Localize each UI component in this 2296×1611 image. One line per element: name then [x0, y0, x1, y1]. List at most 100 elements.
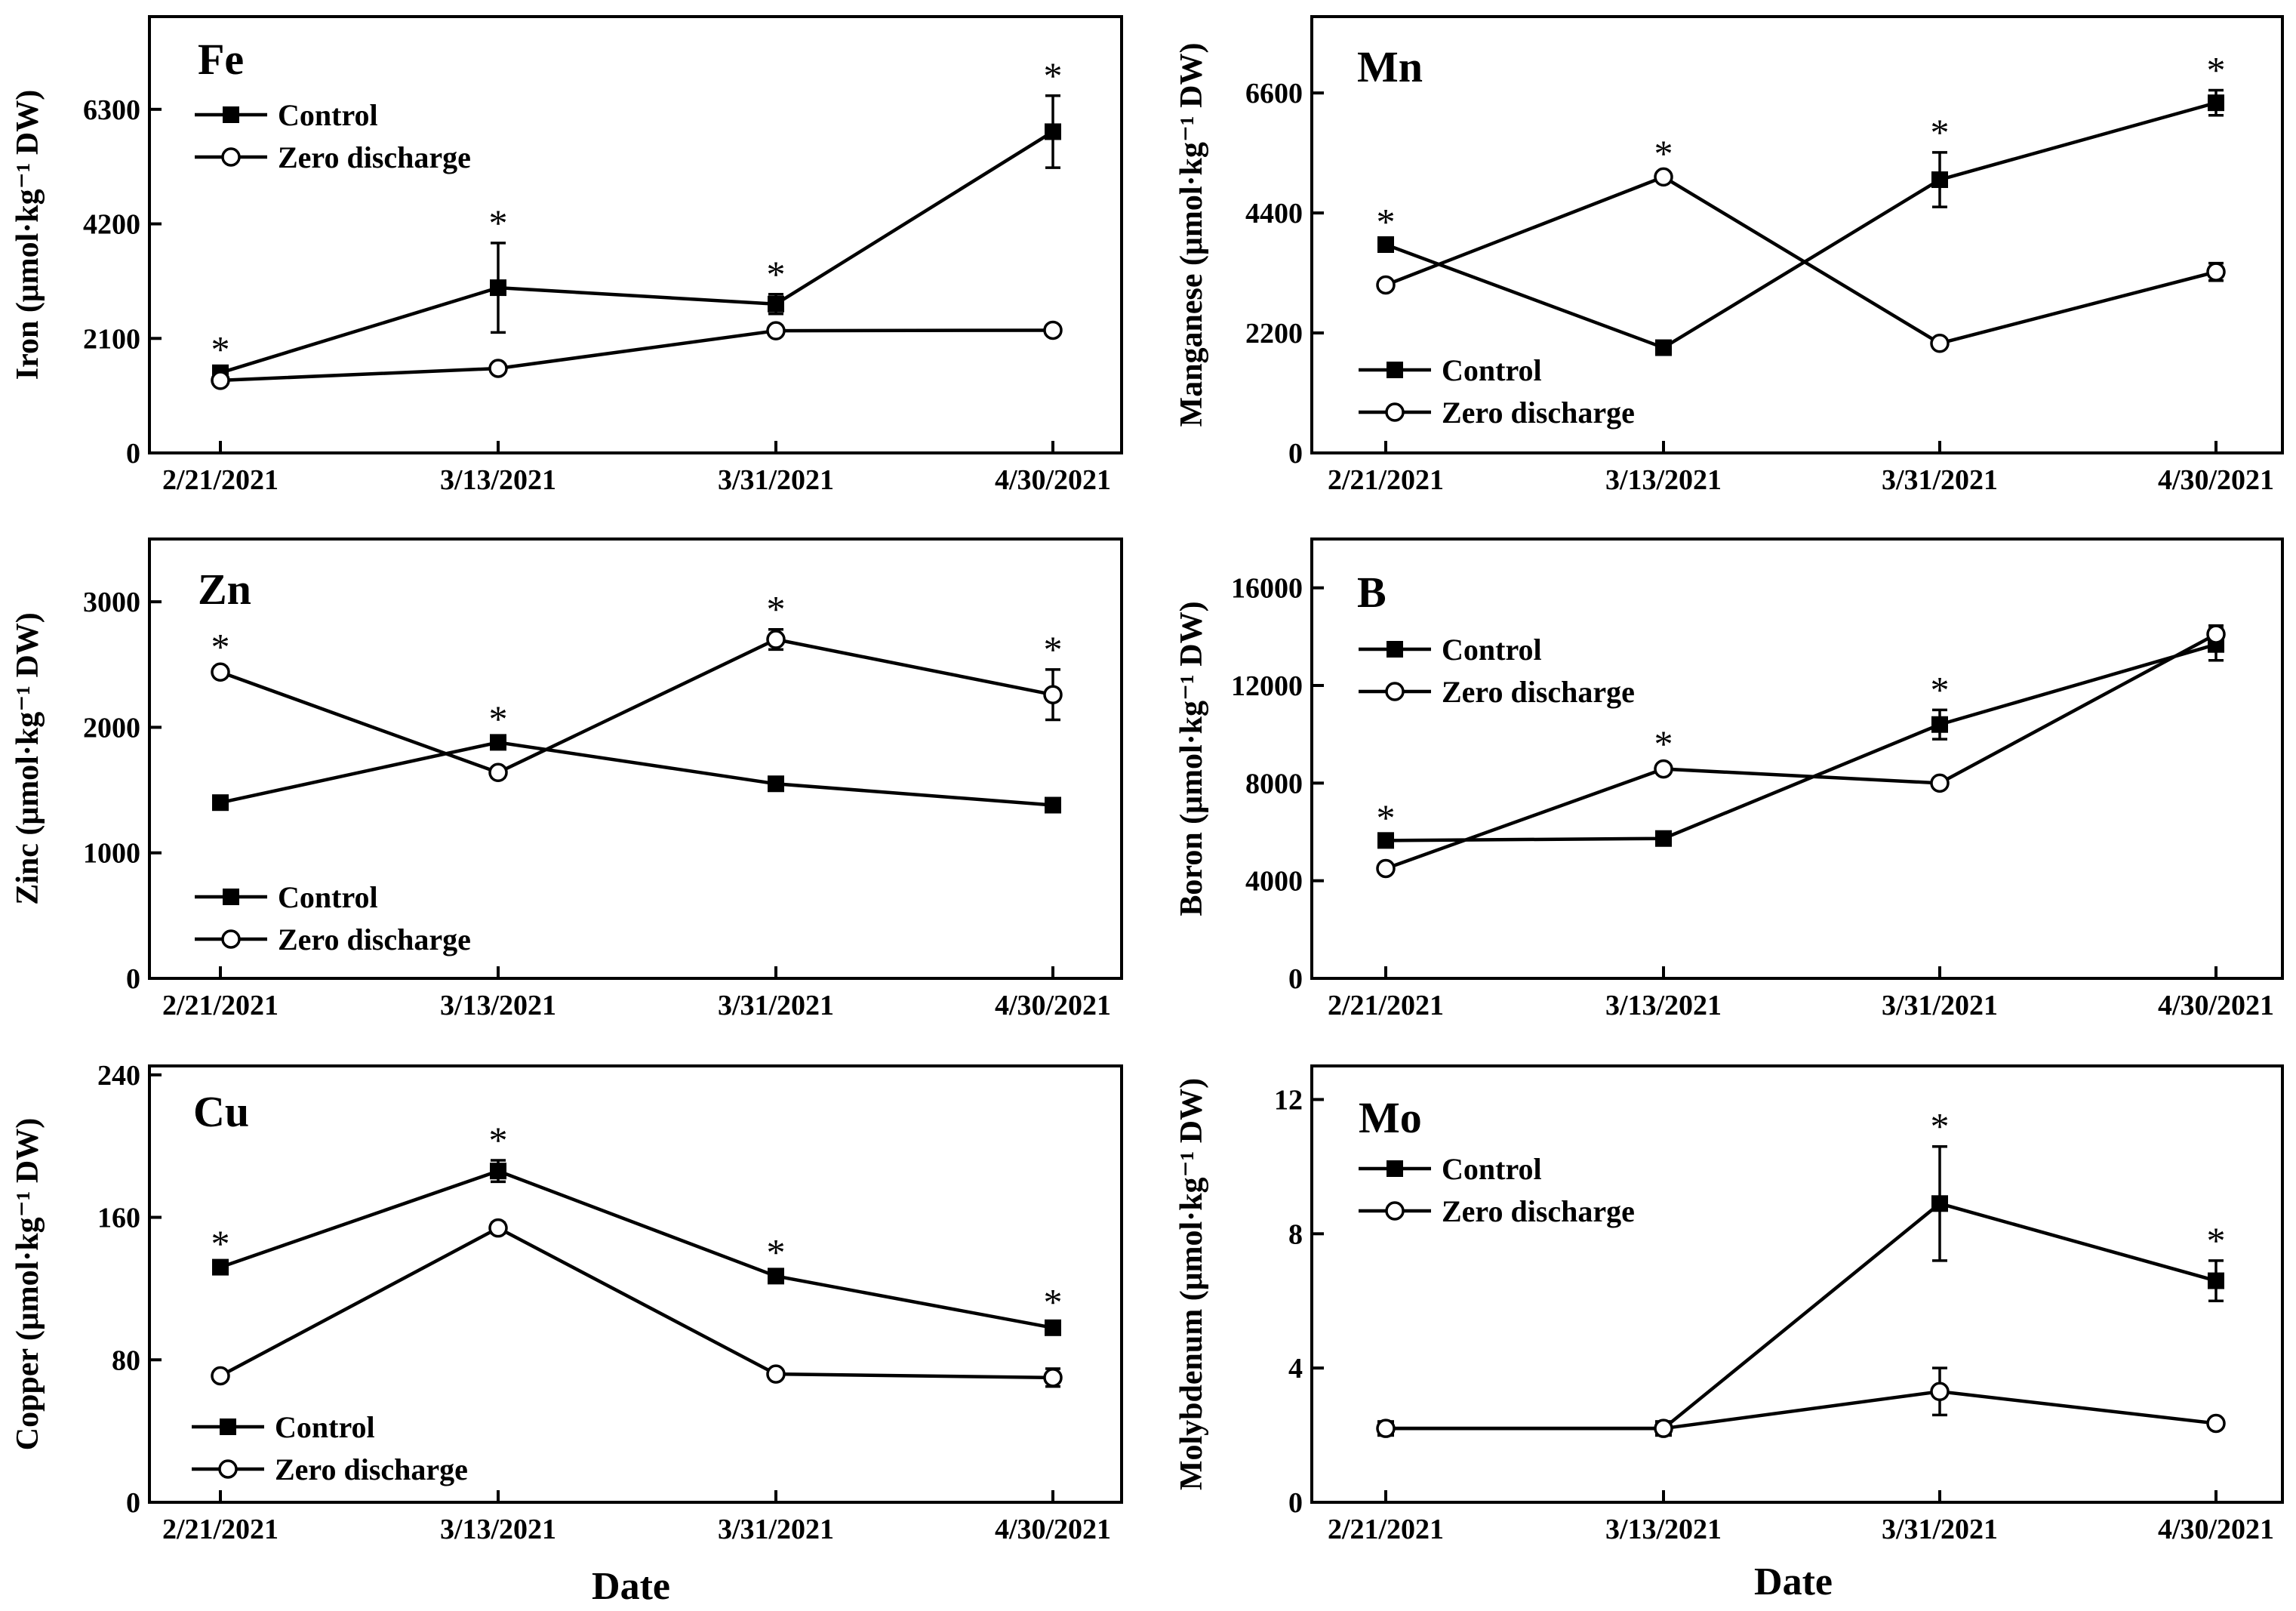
- y-tick-label: 4200: [83, 209, 140, 241]
- panel-label: Mo: [1359, 1093, 1422, 1142]
- chart-panel-zn: 0 1000 2000 3000 2/21/2021 3/13/2021 3/31/2021…: [11, 538, 1123, 1021]
- plot-frame: [148, 15, 1123, 454]
- data-point: [766, 321, 786, 340]
- data-point: [1043, 1368, 1063, 1388]
- significance-star: *: [1377, 796, 1396, 839]
- series-line: [1385, 100, 2217, 350]
- significance-star: *: [767, 1231, 786, 1274]
- legend-label: Zero discharge: [1442, 1194, 1635, 1228]
- significance-star: *: [1044, 628, 1063, 670]
- series-zero-discharge: [1376, 1366, 2226, 1438]
- significance-star: *: [767, 588, 786, 630]
- data-point: [211, 662, 230, 682]
- legend-marker: [1385, 682, 1405, 701]
- series-line: [1385, 174, 2217, 346]
- x-tick-label: 2/21/2021: [162, 1514, 279, 1545]
- panel-label: Zn: [198, 565, 251, 614]
- y-axis-label: Iron (μmol·kg⁻¹ DW): [11, 90, 45, 380]
- data-point: [1045, 796, 1061, 814]
- y-tick-label: 0: [126, 438, 140, 470]
- legend-label: Zero discharge: [1442, 396, 1635, 430]
- chart-panel-mo: 0 4 8 12 2/21/2021 3/13/2021 3/31/2021 4/30/202…: [1174, 1064, 2284, 1545]
- data-point: [2208, 94, 2224, 112]
- x-tick-label: 2/21/2021: [1328, 990, 1444, 1021]
- x-tick-label: 3/31/2021: [1882, 464, 1998, 496]
- x-tick-label: 3/13/2021: [1605, 1514, 1722, 1545]
- series-zero-discharge: [211, 1218, 1063, 1388]
- data-point: [211, 371, 230, 390]
- series-line: [220, 1169, 1054, 1330]
- data-point: [211, 1366, 230, 1386]
- data-point: [488, 359, 508, 378]
- legend-label: Control: [1442, 633, 1542, 667]
- data-point: [766, 1364, 786, 1384]
- significance-star: *: [1377, 200, 1396, 242]
- y-tick-label: 0: [126, 1487, 140, 1519]
- x-tick-label: 4/30/2021: [2158, 464, 2274, 496]
- y-tick-label: 2000: [83, 712, 140, 744]
- data-point: [1931, 1195, 1948, 1212]
- data-point: [1376, 275, 1396, 295]
- data-point: [1377, 832, 1394, 849]
- significance-star: *: [1931, 668, 1950, 710]
- data-point: [1043, 320, 1063, 340]
- y-tick-label: 0: [126, 963, 140, 995]
- data-point: [2206, 1413, 2226, 1434]
- x-tick-label: 4/30/2021: [995, 990, 1111, 1021]
- legend-marker: [1385, 402, 1405, 422]
- y-tick-label: 0: [1288, 963, 1303, 995]
- significance-star: *: [211, 328, 230, 370]
- legend-marker: [220, 1418, 236, 1435]
- data-point: [490, 279, 506, 297]
- y-tick-label: 16000: [1231, 573, 1303, 605]
- plot-frame: [1310, 538, 2284, 980]
- y-tick-label: 12000: [1231, 670, 1303, 702]
- significance-star: *: [2207, 1219, 2226, 1261]
- series-control: [1377, 88, 2224, 356]
- y-tick-label: 8000: [1245, 768, 1303, 799]
- series-zero-discharge: [1376, 167, 2226, 353]
- chart-panel-cu: 0 80 160 240 2/21/2021 3/13/2021 3/31/2021 4/30…: [11, 1060, 1123, 1545]
- series-zero-discharge: [211, 320, 1063, 390]
- y-axis-label: Manganese (μmol·kg⁻¹ DW): [1174, 43, 1209, 427]
- legend-marker: [218, 1459, 238, 1479]
- x-tick-label: 2/21/2021: [1328, 464, 1444, 496]
- legend: Control Zero discharge: [1359, 633, 1635, 709]
- plot-frame: [148, 538, 1123, 980]
- data-point: [1654, 167, 1673, 187]
- significance-star: *: [1044, 54, 1063, 97]
- significance-star: *: [211, 626, 230, 668]
- data-point: [1655, 830, 1672, 847]
- x-tick-label: 4/30/2021: [2158, 1514, 2274, 1545]
- y-tick-label: 2200: [1245, 318, 1303, 350]
- data-point: [1654, 1418, 1673, 1438]
- data-point: [1654, 759, 1673, 779]
- x-axis-title-left: Date: [592, 1565, 670, 1608]
- plot-frame: [1310, 1064, 2284, 1504]
- data-point: [1930, 1382, 1950, 1402]
- plot-frame: [1310, 15, 2284, 454]
- legend-label: Zero discharge: [1442, 675, 1635, 709]
- y-tick-label: 160: [97, 1203, 140, 1234]
- significance-star: *: [1931, 111, 1950, 153]
- y-tick-label: 12: [1274, 1084, 1303, 1116]
- y-axis-label: Boron (μmol·kg⁻¹ DW): [1174, 601, 1209, 916]
- plot-frame: [148, 1064, 1123, 1504]
- data-point: [490, 1163, 506, 1180]
- legend-label: Control: [278, 880, 378, 914]
- legend-marker: [221, 929, 241, 949]
- legend-label: Zero discharge: [278, 140, 471, 174]
- y-axis-label: Zinc (μmol·kg⁻¹ DW): [11, 612, 45, 905]
- x-tick-label: 3/13/2021: [440, 464, 556, 496]
- x-tick-label: 3/13/2021: [1605, 464, 1722, 496]
- panel-label: Fe: [198, 35, 244, 84]
- series-control: [1377, 1144, 2224, 1437]
- chart-panel-mn: 0 2200 4400 6600 2/21/2021 3/13/2021 3/31/2021…: [1174, 15, 2284, 496]
- data-point: [2206, 262, 2226, 282]
- data-point: [1376, 1418, 1396, 1438]
- significance-star: *: [1931, 1105, 1950, 1147]
- data-point: [1930, 773, 1950, 793]
- series-line: [1385, 642, 2217, 842]
- series-line: [220, 741, 1054, 807]
